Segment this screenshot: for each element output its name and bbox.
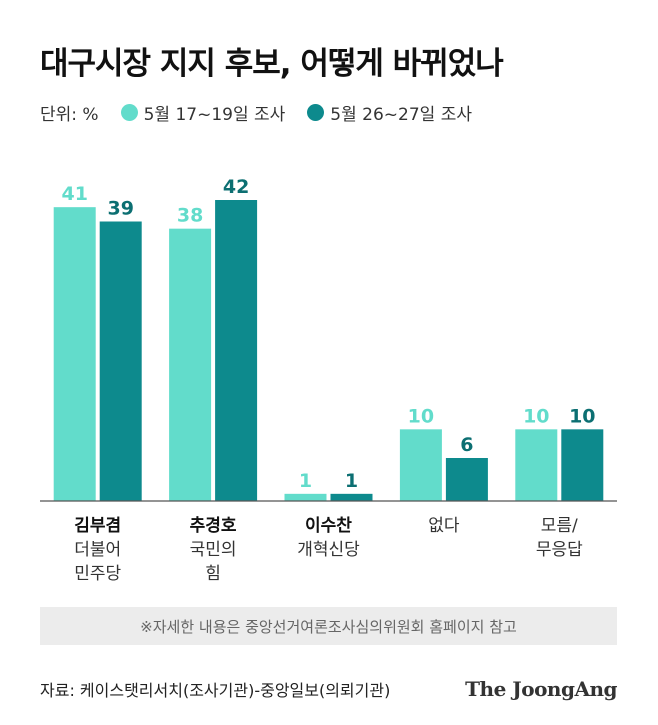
data-label-0-series-1: 39	[107, 198, 133, 220]
legend-item-first-survey: 5월 17~19일 조사	[120, 100, 286, 125]
bar-1-series-1	[215, 200, 258, 501]
bar-3-series-1	[445, 458, 488, 501]
category-label-0-line-1: 민주당	[74, 564, 121, 584]
bar-3-series-0	[399, 429, 442, 501]
category-label-0-line-0: 더불어	[74, 540, 121, 560]
category-label-1-line-0: 국민의	[190, 540, 237, 560]
data-label-3-series-0: 10	[408, 405, 434, 427]
legend-swatch-second-survey	[307, 104, 325, 121]
legend-swatch-first-survey	[120, 104, 138, 121]
bar-4-series-1	[561, 429, 604, 501]
bar-0-series-1	[99, 221, 142, 501]
category-name-0: 김부겸	[74, 516, 121, 536]
legend-item-second-survey: 5월 26~27일 조사	[307, 100, 472, 125]
category-label-1-line-1: 힘	[205, 564, 221, 584]
data-label-2-series-1: 1	[345, 470, 358, 492]
bar-2-series-1	[330, 493, 373, 501]
data-label-2-series-0: 1	[299, 470, 312, 492]
data-label-4-series-1: 10	[569, 405, 595, 427]
note-text: ※자세한 내용은 중앙선거여론조사심의위원회 홈페이지 참고	[140, 617, 517, 636]
bar-2-series-0	[284, 493, 327, 501]
data-label-0-series-0: 41	[61, 183, 87, 205]
bar-0-series-0	[53, 207, 96, 501]
note-box: ※자세한 내용은 중앙선거여론조사심의위원회 홈페이지 참고	[40, 607, 617, 645]
chart-title: 대구시장 지지 후보, 어떻게 바뀌었나	[40, 46, 504, 82]
data-label-4-series-0: 10	[523, 405, 549, 427]
bar-1-series-0	[169, 228, 212, 501]
category-label-3-line-0: 없다	[428, 516, 460, 536]
category-name-2: 이수찬	[305, 516, 352, 536]
brand-logo: The JoongAng	[465, 677, 617, 701]
footer: 자료: 케이스탯리서치(조사기관)-중앙일보(의뢰기관) The JoongAn…	[40, 672, 617, 706]
category-name-1: 추경호	[190, 516, 237, 536]
bar-4-series-0	[515, 429, 558, 501]
data-label-1-series-0: 38	[177, 205, 203, 227]
category-label-2-line-0: 개혁신당	[297, 540, 360, 560]
category-label-4-line-0: 모름/	[541, 516, 578, 536]
legend-label-second-survey: 5월 26~27일 조사	[330, 105, 472, 125]
category-label-4-line-1: 무응답	[536, 540, 583, 560]
legend-label-first-survey: 5월 17~19일 조사	[143, 105, 286, 125]
data-label-3-series-1: 6	[460, 434, 473, 456]
unit-label: 단위: %	[40, 105, 99, 125]
data-label-1-series-1: 42	[223, 176, 249, 198]
source-text: 자료: 케이스탯리서치(조사기관)-중앙일보(의뢰기관)	[40, 681, 391, 700]
legend: 단위: % 5월 17~19일 조사 5월 26~27일 조사	[40, 100, 494, 125]
